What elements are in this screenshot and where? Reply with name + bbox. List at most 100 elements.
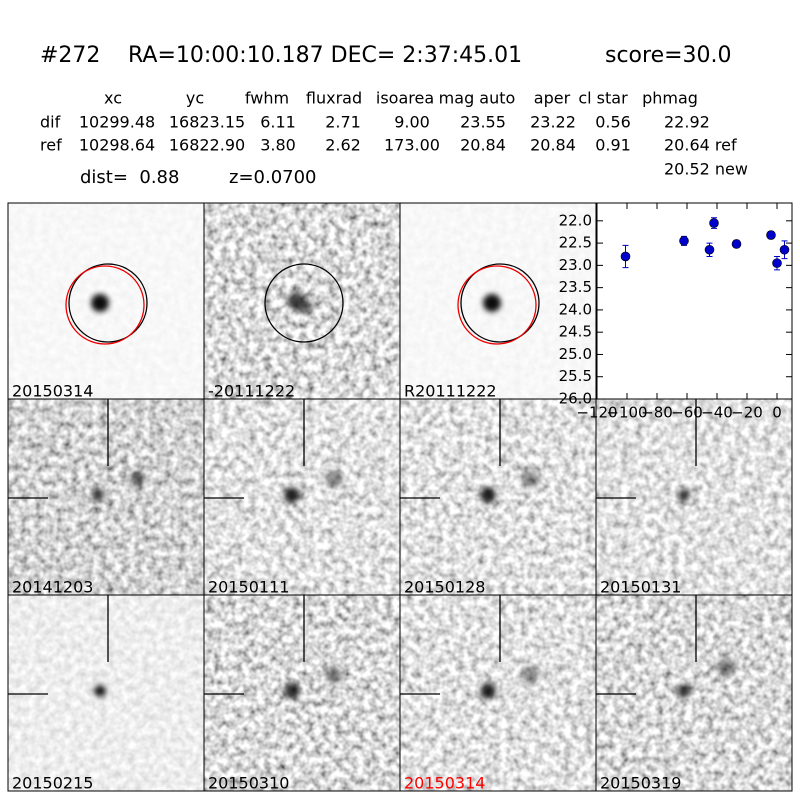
table-cell: 20.84 [460,136,506,155]
column-header: mag auto [439,89,516,108]
x-tick-label: −80 [641,404,673,422]
source-blob [284,683,300,699]
stamp: 20150131 [595,398,793,597]
y-tick-label: 23.5 [559,278,592,296]
source-blob [325,470,343,488]
column-header: fluxrad [306,89,362,108]
redshift: z=0.0700 [229,167,317,188]
column-header: fwhm [245,89,289,108]
column-header: xc [104,89,122,108]
table-cell: 23.22 [530,113,576,132]
object-id: #272 [40,43,100,68]
source-blob [92,489,104,501]
stamp-label: -20111222 [208,382,295,401]
y-tick-label: 24.5 [559,323,592,341]
table-cell: 16822.90 [169,136,245,155]
source-blob [483,294,501,312]
plot-area [596,202,793,400]
data-point [772,258,782,268]
source-blob [521,666,539,684]
table-cell: 0.91 [595,136,631,155]
stamp-label: 20150111 [208,578,289,597]
x-tick-label: −100 [606,404,647,422]
y-tick-label: 22.0 [559,211,592,229]
coordinates: RA=10:00:10.187 DEC= 2:37:45.01 [128,43,522,68]
stamp: -20111222 [203,202,401,401]
table-cell: 6.11 [260,113,296,132]
stamp-label: R20111222 [404,382,497,401]
y-tick-label: 26.0 [559,390,592,408]
aperture-ref [457,265,537,345]
distance: dist= 0.88 [80,167,179,188]
column-header: aper [534,89,571,108]
source-blob [326,667,342,683]
y-tick-label: 24.0 [559,300,592,318]
x-tick-label: −120 [576,404,617,422]
stamp-label: 20150215 [12,774,93,793]
row-label: ref [40,136,62,155]
table-cell: 2.62 [325,136,361,155]
y-tick-label: 22.5 [559,234,592,252]
stamp-label: 20150314 [12,382,93,401]
row-label: dif [40,113,61,132]
source-blob [521,470,539,488]
source-blob [480,683,496,699]
column-header: isoarea [376,89,434,108]
table-cell: 173.00 [384,136,440,155]
table-cell: 3.80 [260,136,296,155]
data-point [704,244,715,255]
stamp-label: 20150310 [208,774,289,793]
stamp-image [596,595,792,791]
source-blob [716,657,736,677]
stamp-label: 20150319 [600,774,681,793]
source-blob [131,472,145,486]
table-cell: 20.64 ref [664,136,737,155]
stamp-image [596,399,792,595]
column-header: cl star [578,89,628,108]
column-header: phmag [642,89,698,108]
data-point [766,230,776,240]
stamp: 20150319 [595,594,793,793]
score: score=30.0 [605,43,732,68]
stamp: 20150310 [203,594,401,793]
stamp: 20141203 [7,398,205,597]
table-cell: 2.71 [325,113,361,132]
source-blob [480,487,496,503]
stamp: 20150111 [203,398,401,597]
stamp: 20150314 [7,202,205,401]
data-point [679,236,689,246]
stamp-label: 20141203 [12,578,93,597]
table-cell: 23.55 [460,113,506,132]
stamp-label: 20150131 [600,578,681,597]
x-tick-label: 0 [772,404,782,422]
data-point [620,251,631,262]
stamp-image [400,595,596,791]
stamp-image [8,595,204,791]
stamp: 20150215 [7,594,205,793]
source-blob [299,300,313,314]
stamp-image [204,399,400,595]
stamp-image [8,399,204,595]
source-blob [91,294,109,312]
aperture [68,263,148,343]
table-cell: 0.56 [595,113,631,132]
x-tick-label: −40 [701,404,733,422]
stamp-image [400,399,596,595]
data-point [709,218,719,228]
new-mag: 20.52 new [664,160,748,179]
stamp: 20150314 [399,594,597,793]
stamp-label: 20150314 [404,774,485,793]
x-tick-label: −20 [731,404,763,422]
data-point [731,239,742,249]
aperture [460,263,540,343]
table-cell: 20.84 [530,136,576,155]
table-cell: 22.92 [664,113,710,132]
aperture [264,263,344,343]
table-cell: 10299.48 [79,113,155,132]
source-blob [678,489,690,501]
data-point [779,244,790,255]
table-cell: 16823.15 [169,113,245,132]
source-blob [677,684,691,698]
y-tick-label: 25.5 [559,367,592,385]
